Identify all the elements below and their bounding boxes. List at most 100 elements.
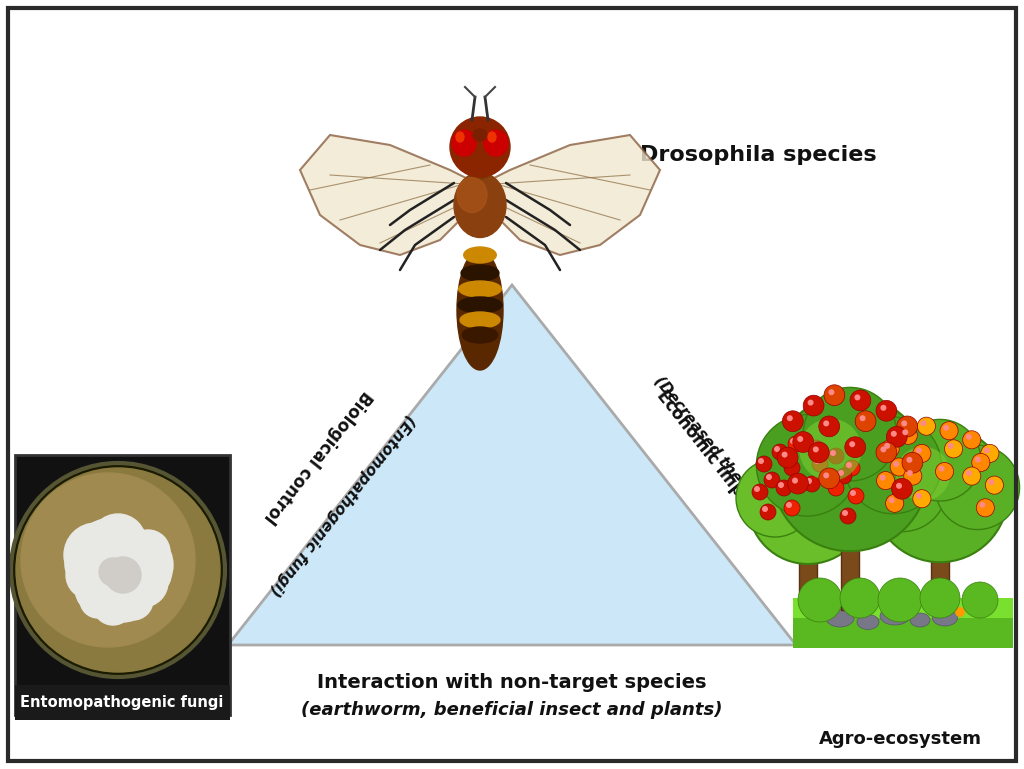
Circle shape [93, 562, 153, 622]
Circle shape [981, 444, 999, 462]
Polygon shape [300, 135, 480, 255]
Ellipse shape [462, 327, 498, 343]
Ellipse shape [910, 613, 930, 627]
Circle shape [806, 478, 812, 484]
Circle shape [776, 480, 792, 496]
Circle shape [985, 603, 995, 613]
Circle shape [904, 467, 922, 485]
Circle shape [820, 603, 830, 613]
Circle shape [896, 447, 950, 501]
Text: (Decreased the values of soft fruits): (Decreased the values of soft fruits) [651, 373, 857, 628]
Circle shape [748, 444, 868, 564]
Circle shape [892, 478, 912, 499]
Circle shape [11, 463, 225, 677]
Circle shape [803, 395, 824, 416]
Bar [841, 520, 859, 610]
Circle shape [859, 415, 865, 421]
Text: Interaction with non-target species: Interaction with non-target species [317, 673, 707, 692]
Circle shape [855, 607, 865, 617]
Circle shape [889, 498, 895, 503]
Circle shape [940, 421, 958, 440]
Circle shape [105, 557, 141, 593]
Bar [15, 455, 230, 715]
Circle shape [943, 424, 949, 431]
Circle shape [65, 547, 101, 583]
Circle shape [858, 443, 947, 531]
Ellipse shape [473, 129, 487, 141]
Ellipse shape [464, 247, 497, 263]
Circle shape [814, 458, 820, 464]
Circle shape [824, 384, 845, 405]
Ellipse shape [457, 250, 503, 370]
Circle shape [103, 530, 173, 600]
Circle shape [850, 490, 856, 496]
Circle shape [895, 603, 905, 613]
Circle shape [846, 462, 852, 468]
Ellipse shape [880, 607, 910, 625]
Ellipse shape [456, 132, 464, 142]
Circle shape [836, 468, 852, 484]
Circle shape [777, 448, 798, 468]
Bar [799, 540, 817, 605]
Circle shape [985, 476, 1004, 494]
Circle shape [828, 389, 835, 395]
Circle shape [736, 459, 814, 537]
Circle shape [939, 465, 944, 471]
Circle shape [988, 479, 994, 485]
Circle shape [880, 474, 886, 481]
Circle shape [788, 436, 804, 452]
Circle shape [808, 400, 814, 405]
Ellipse shape [826, 609, 854, 627]
Circle shape [823, 421, 829, 426]
Circle shape [772, 444, 788, 460]
Circle shape [786, 502, 792, 508]
Circle shape [920, 578, 961, 618]
Circle shape [781, 451, 787, 458]
Circle shape [808, 442, 829, 463]
Text: Entomopathogenic fungi: Entomopathogenic fungi [20, 694, 223, 710]
Text: (earthworm, beneficial insect and plants): (earthworm, beneficial insect and plants… [301, 701, 723, 719]
Circle shape [878, 578, 922, 622]
Circle shape [769, 462, 817, 510]
Circle shape [828, 448, 844, 464]
Circle shape [845, 437, 865, 458]
Circle shape [784, 500, 800, 516]
Circle shape [972, 454, 990, 471]
Circle shape [921, 420, 927, 426]
Text: Biological control: Biological control [260, 388, 376, 527]
Ellipse shape [857, 614, 879, 630]
Bar [793, 598, 1013, 648]
Circle shape [764, 472, 780, 488]
Circle shape [912, 490, 931, 508]
Circle shape [772, 395, 928, 551]
Circle shape [828, 480, 844, 496]
Circle shape [766, 474, 772, 480]
Circle shape [984, 448, 990, 454]
Circle shape [899, 426, 918, 444]
Ellipse shape [460, 312, 500, 328]
Text: Economic impact: Economic impact [653, 388, 765, 523]
Circle shape [804, 476, 820, 492]
Polygon shape [480, 135, 660, 255]
Circle shape [944, 440, 963, 458]
Circle shape [830, 482, 836, 488]
Circle shape [881, 404, 887, 411]
Circle shape [979, 502, 985, 508]
Circle shape [782, 411, 803, 431]
Circle shape [955, 607, 965, 617]
Circle shape [804, 461, 879, 535]
Circle shape [762, 506, 768, 512]
Circle shape [22, 473, 195, 647]
Circle shape [887, 426, 907, 448]
Circle shape [877, 471, 895, 490]
Circle shape [930, 605, 940, 615]
Circle shape [963, 467, 981, 485]
Circle shape [118, 557, 168, 607]
Circle shape [886, 494, 904, 512]
Circle shape [787, 473, 808, 494]
Circle shape [113, 580, 153, 620]
Circle shape [810, 442, 816, 448]
Bar [793, 390, 1013, 750]
Circle shape [881, 446, 887, 452]
Bar [793, 598, 1013, 618]
